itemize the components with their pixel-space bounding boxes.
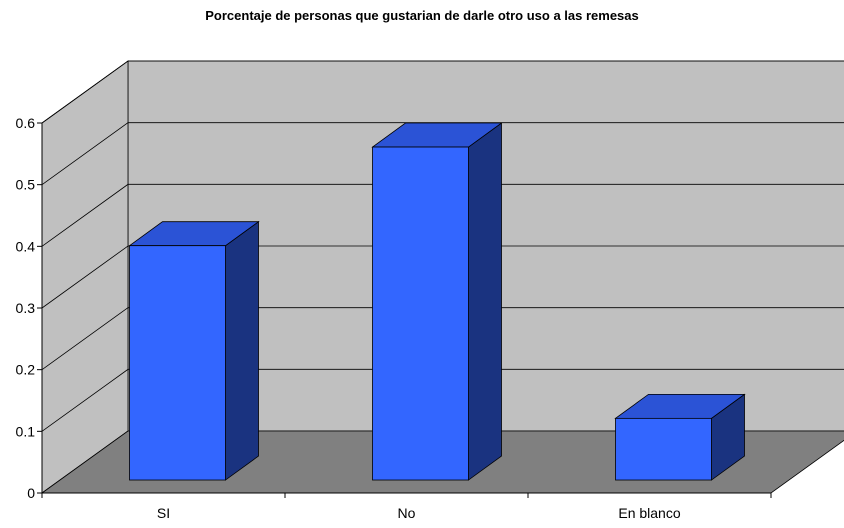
bar-side	[468, 122, 502, 481]
gridline	[41, 307, 844, 370]
x-tick-label: No	[398, 505, 416, 521]
x-tick-label: En blanco	[618, 505, 680, 521]
y-tick-label: 0.6	[16, 115, 36, 131]
y-tick-label: 0	[27, 485, 35, 501]
bar-side	[225, 220, 259, 481]
y-tick-label: 0.1	[16, 423, 36, 439]
bar-front	[615, 417, 712, 481]
gridline	[41, 245, 844, 309]
gridline	[41, 183, 844, 247]
gridline	[41, 122, 844, 185]
gridline	[41, 60, 844, 124]
chart-title: Porcentaje de personas que gustarian de …	[205, 8, 639, 23]
y-tick-label: 0.4	[16, 238, 36, 254]
y-tick-label: 0.3	[16, 300, 36, 316]
x-tick-label: SI	[157, 505, 170, 521]
y-tick-label: 0.5	[16, 177, 36, 193]
y-tick-label: 0.2	[16, 362, 36, 378]
gridline	[41, 368, 844, 432]
bar-1	[128, 220, 260, 481]
bar-3	[614, 393, 746, 481]
bar-front	[372, 146, 469, 481]
bar-2	[371, 122, 503, 481]
bar-front	[129, 245, 226, 481]
